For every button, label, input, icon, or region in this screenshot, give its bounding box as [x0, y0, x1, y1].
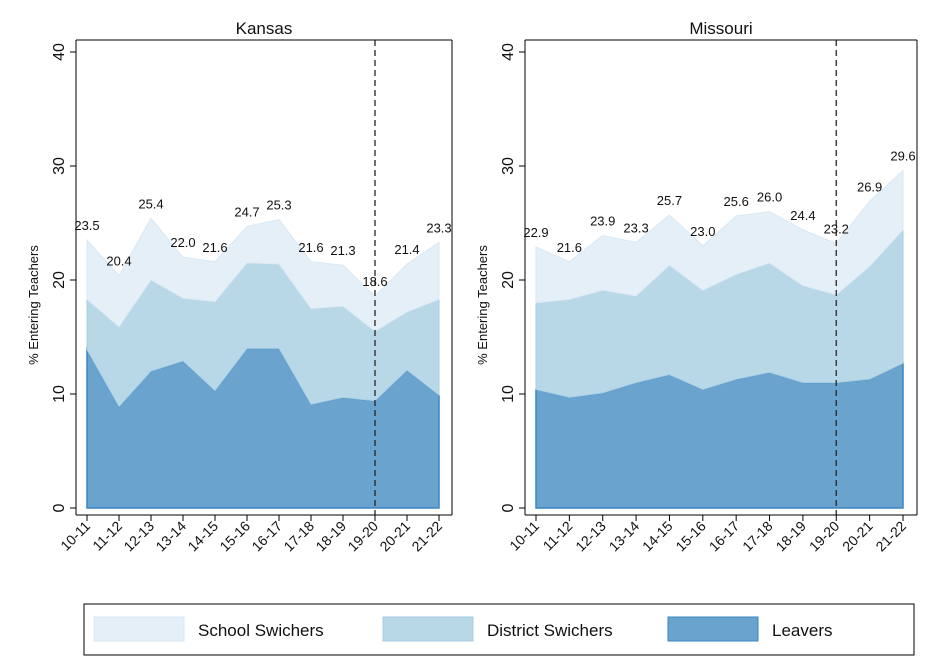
x-tick-label: 10-11	[57, 518, 93, 554]
y-tick-label: 30	[51, 157, 68, 175]
data-label: 23.0	[690, 224, 715, 239]
panel-title: Kansas	[236, 19, 293, 38]
y-tick-label: 20	[51, 271, 68, 289]
y-tick-label: 10	[51, 385, 68, 403]
x-tick-label: 13-14	[606, 518, 643, 555]
legend-item: District Swichers	[382, 616, 613, 642]
x-tick-label: 20-21	[376, 518, 413, 555]
x-tick-label: 19-20	[806, 518, 843, 555]
data-label: 25.7	[657, 193, 682, 208]
data-label: 21.3	[330, 243, 355, 258]
legend: School Swichers District Swichers Leavers	[83, 603, 915, 656]
y-tick-label: 10	[500, 385, 517, 403]
x-tick-label: 15-16	[672, 518, 709, 555]
legend-label: Leavers	[772, 621, 832, 640]
x-tick-label: 11-12	[89, 518, 125, 554]
x-tick-label: 18-19	[772, 518, 809, 555]
data-label: 24.4	[790, 208, 815, 223]
data-label: 22.0	[170, 235, 195, 250]
x-tick-label: 12-13	[572, 518, 609, 555]
data-label: 18.6	[362, 274, 387, 289]
y-tick-label: 0	[500, 503, 517, 512]
school-swichers-area	[535, 169, 904, 304]
x-tick-label: 21-22	[408, 518, 445, 555]
data-label: 23.5	[74, 218, 99, 233]
legend-swatch	[93, 616, 185, 642]
x-tick-label: 14-15	[639, 518, 676, 555]
x-tick-label: 21-22	[872, 518, 909, 555]
data-label: 21.4	[394, 242, 419, 257]
legend-swatch	[382, 616, 474, 642]
legend-label: School Swichers	[198, 621, 324, 640]
legend-label: District Swichers	[487, 621, 613, 640]
y-tick-label: 30	[500, 157, 517, 175]
x-tick-label: 16-17	[248, 518, 285, 555]
data-label: 25.3	[266, 198, 291, 213]
school-swichers-area	[86, 217, 440, 332]
x-tick-label: 16-17	[706, 518, 743, 555]
legend-item: Leavers	[667, 616, 832, 642]
x-tick-label: 18-19	[312, 518, 349, 555]
data-label: 23.3	[426, 220, 451, 235]
data-label: 26.0	[757, 190, 782, 205]
data-label: 25.6	[724, 194, 749, 209]
data-label: 22.9	[523, 225, 548, 240]
x-tick-label: 11-12	[540, 518, 576, 554]
data-label: 24.7	[234, 204, 259, 219]
y-axis-label: % Entering Teachers	[26, 245, 41, 365]
y-tick-label: 40	[500, 43, 517, 61]
legend-swatch	[667, 616, 759, 642]
data-label: 26.9	[857, 179, 882, 194]
x-tick-label: 10-11	[506, 518, 542, 554]
data-label: 23.3	[623, 220, 648, 235]
x-tick-label: 17-18	[280, 518, 317, 555]
panel-title: Missouri	[689, 19, 752, 38]
data-label: 23.9	[590, 214, 615, 229]
x-tick-label: 13-14	[152, 518, 189, 555]
y-tick-label: 20	[500, 271, 517, 289]
legend-item: School Swichers	[93, 616, 324, 642]
data-label: 21.6	[557, 240, 582, 255]
legend-box	[83, 603, 915, 656]
data-label: 25.4	[138, 196, 163, 211]
data-label: 21.6	[298, 240, 323, 255]
x-tick-label: 19-20	[344, 518, 381, 555]
data-label: 21.6	[202, 240, 227, 255]
data-label: 29.6	[890, 149, 915, 164]
y-tick-label: 40	[51, 43, 68, 61]
data-label: 23.2	[824, 222, 849, 237]
x-tick-label: 14-15	[184, 518, 221, 555]
panel-missouri: Missouri 0 10 20 30 40 % Entering Teachers 10-1…	[475, 19, 918, 555]
y-tick-label: 0	[51, 503, 68, 512]
y-axis-label: % Entering Teachers	[475, 245, 490, 365]
data-label: 20.4	[106, 253, 131, 268]
x-tick-label: 12-13	[120, 518, 157, 555]
x-tick-label: 15-16	[216, 518, 253, 555]
x-tick-label: 20-21	[839, 518, 876, 555]
x-tick-label: 17-18	[739, 518, 776, 555]
